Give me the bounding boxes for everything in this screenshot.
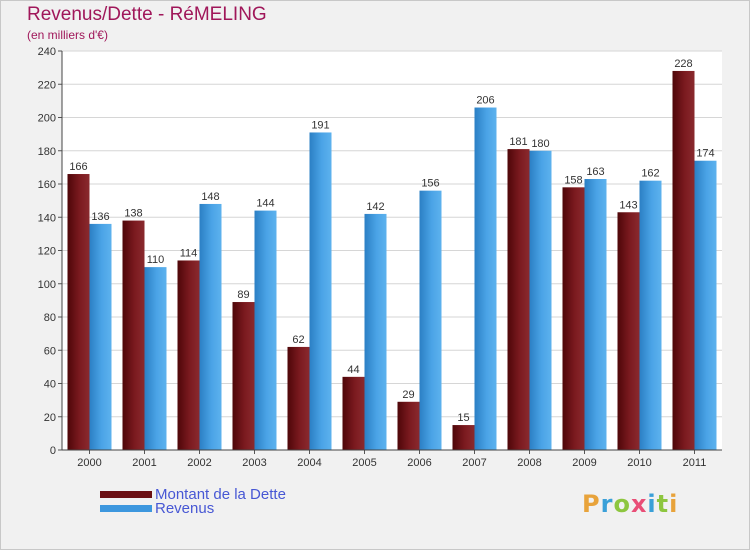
bar-revenus — [254, 210, 277, 450]
bar-dette — [617, 212, 640, 450]
data-label: 191 — [311, 119, 329, 131]
bar-revenus — [419, 190, 442, 450]
bar-dette — [122, 220, 145, 450]
x-tick-label: 2000 — [77, 457, 101, 469]
y-tick-label: 100 — [38, 279, 56, 291]
bar-revenus — [584, 179, 607, 450]
data-label: 180 — [531, 138, 549, 150]
y-tick-label: 140 — [38, 212, 56, 224]
data-label: 136 — [91, 211, 109, 223]
logo-letter: o — [613, 490, 631, 518]
legend-item-dette: Montant de la Dette — [100, 485, 286, 503]
legend-swatch-dette — [100, 490, 152, 498]
bar-dette — [562, 187, 585, 450]
data-label: 181 — [509, 136, 527, 148]
chart-subtitle: (en milliers d'€) — [27, 28, 108, 42]
bar-dette — [342, 376, 365, 450]
data-label: 114 — [180, 247, 198, 259]
data-label: 162 — [641, 168, 659, 180]
y-tick-label: 220 — [38, 79, 56, 91]
bar-revenus — [144, 267, 167, 450]
bar-dette — [232, 302, 255, 450]
bar-revenus — [529, 150, 552, 450]
proxiti-logo: Proxiti — [582, 490, 678, 518]
bar-revenus — [639, 180, 662, 451]
data-label: 15 — [457, 412, 469, 424]
data-label: 158 — [564, 174, 582, 186]
logo-letter: r — [600, 490, 614, 518]
x-tick-label: 2003 — [242, 457, 266, 469]
logo-letter: i — [647, 490, 657, 518]
y-tick-label: 160 — [38, 179, 56, 191]
x-tick-label: 2005 — [352, 457, 376, 469]
data-label: 174 — [696, 148, 714, 160]
bar-revenus — [474, 107, 497, 451]
data-label: 156 — [421, 178, 439, 190]
bar-revenus — [309, 132, 332, 450]
legend-item-revenus: Revenus — [100, 499, 215, 517]
y-tick-label: 240 — [38, 46, 56, 58]
data-label: 166 — [69, 161, 87, 173]
data-label: 62 — [292, 334, 304, 346]
data-label: 110 — [147, 254, 165, 266]
bar-dette — [507, 149, 530, 450]
bar-revenus — [199, 203, 222, 450]
bar-revenus — [364, 213, 387, 450]
data-label: 148 — [201, 191, 219, 203]
legend-label-dette: Montant de la Dette — [155, 485, 286, 503]
legend-label-revenus: Revenus — [155, 499, 215, 517]
x-tick-label: 2006 — [407, 457, 431, 469]
y-tick-label: 60 — [44, 345, 56, 357]
data-label: 144 — [256, 198, 274, 210]
data-label: 206 — [476, 95, 494, 107]
bar-revenus — [694, 160, 717, 450]
y-tick-label: 40 — [44, 379, 56, 391]
y-tick-label: 20 — [44, 412, 56, 424]
x-tick-label: 2011 — [683, 457, 707, 469]
data-label: 143 — [619, 199, 637, 211]
data-label: 142 — [366, 201, 384, 213]
x-tick-label: 2009 — [572, 457, 596, 469]
x-tick-label: 2010 — [627, 457, 651, 469]
x-tick-label: 2008 — [517, 457, 541, 469]
bar-dette — [452, 425, 475, 450]
data-label: 29 — [402, 389, 414, 401]
y-tick-label: 120 — [38, 246, 56, 258]
x-tick-label: 2007 — [462, 457, 486, 469]
data-label: 44 — [347, 364, 359, 376]
legend-swatch-revenus — [100, 504, 152, 512]
data-label: 89 — [237, 289, 249, 301]
bar-dette — [67, 174, 90, 450]
logo-letter: x — [630, 490, 648, 518]
data-label: 228 — [674, 58, 692, 70]
data-label: 163 — [586, 166, 604, 178]
bar-revenus — [89, 223, 112, 450]
bar-dette — [177, 260, 200, 450]
chart-title: Revenus/Dette - RéMELING — [27, 4, 267, 25]
x-tick-label: 2002 — [187, 457, 211, 469]
bar-dette — [672, 70, 695, 450]
logo-letter: P — [582, 490, 601, 518]
y-tick-label: 180 — [38, 146, 56, 158]
y-tick-label: 200 — [38, 113, 56, 125]
y-tick-label: 0 — [50, 445, 56, 457]
data-label: 138 — [124, 208, 142, 220]
bar-dette — [287, 346, 310, 450]
x-tick-label: 2004 — [297, 457, 321, 469]
y-tick-label: 80 — [44, 312, 56, 324]
logo-letter: t — [656, 490, 670, 518]
bar-dette — [397, 401, 420, 450]
x-tick-label: 2001 — [132, 457, 156, 469]
logo-letter: i — [669, 490, 679, 518]
